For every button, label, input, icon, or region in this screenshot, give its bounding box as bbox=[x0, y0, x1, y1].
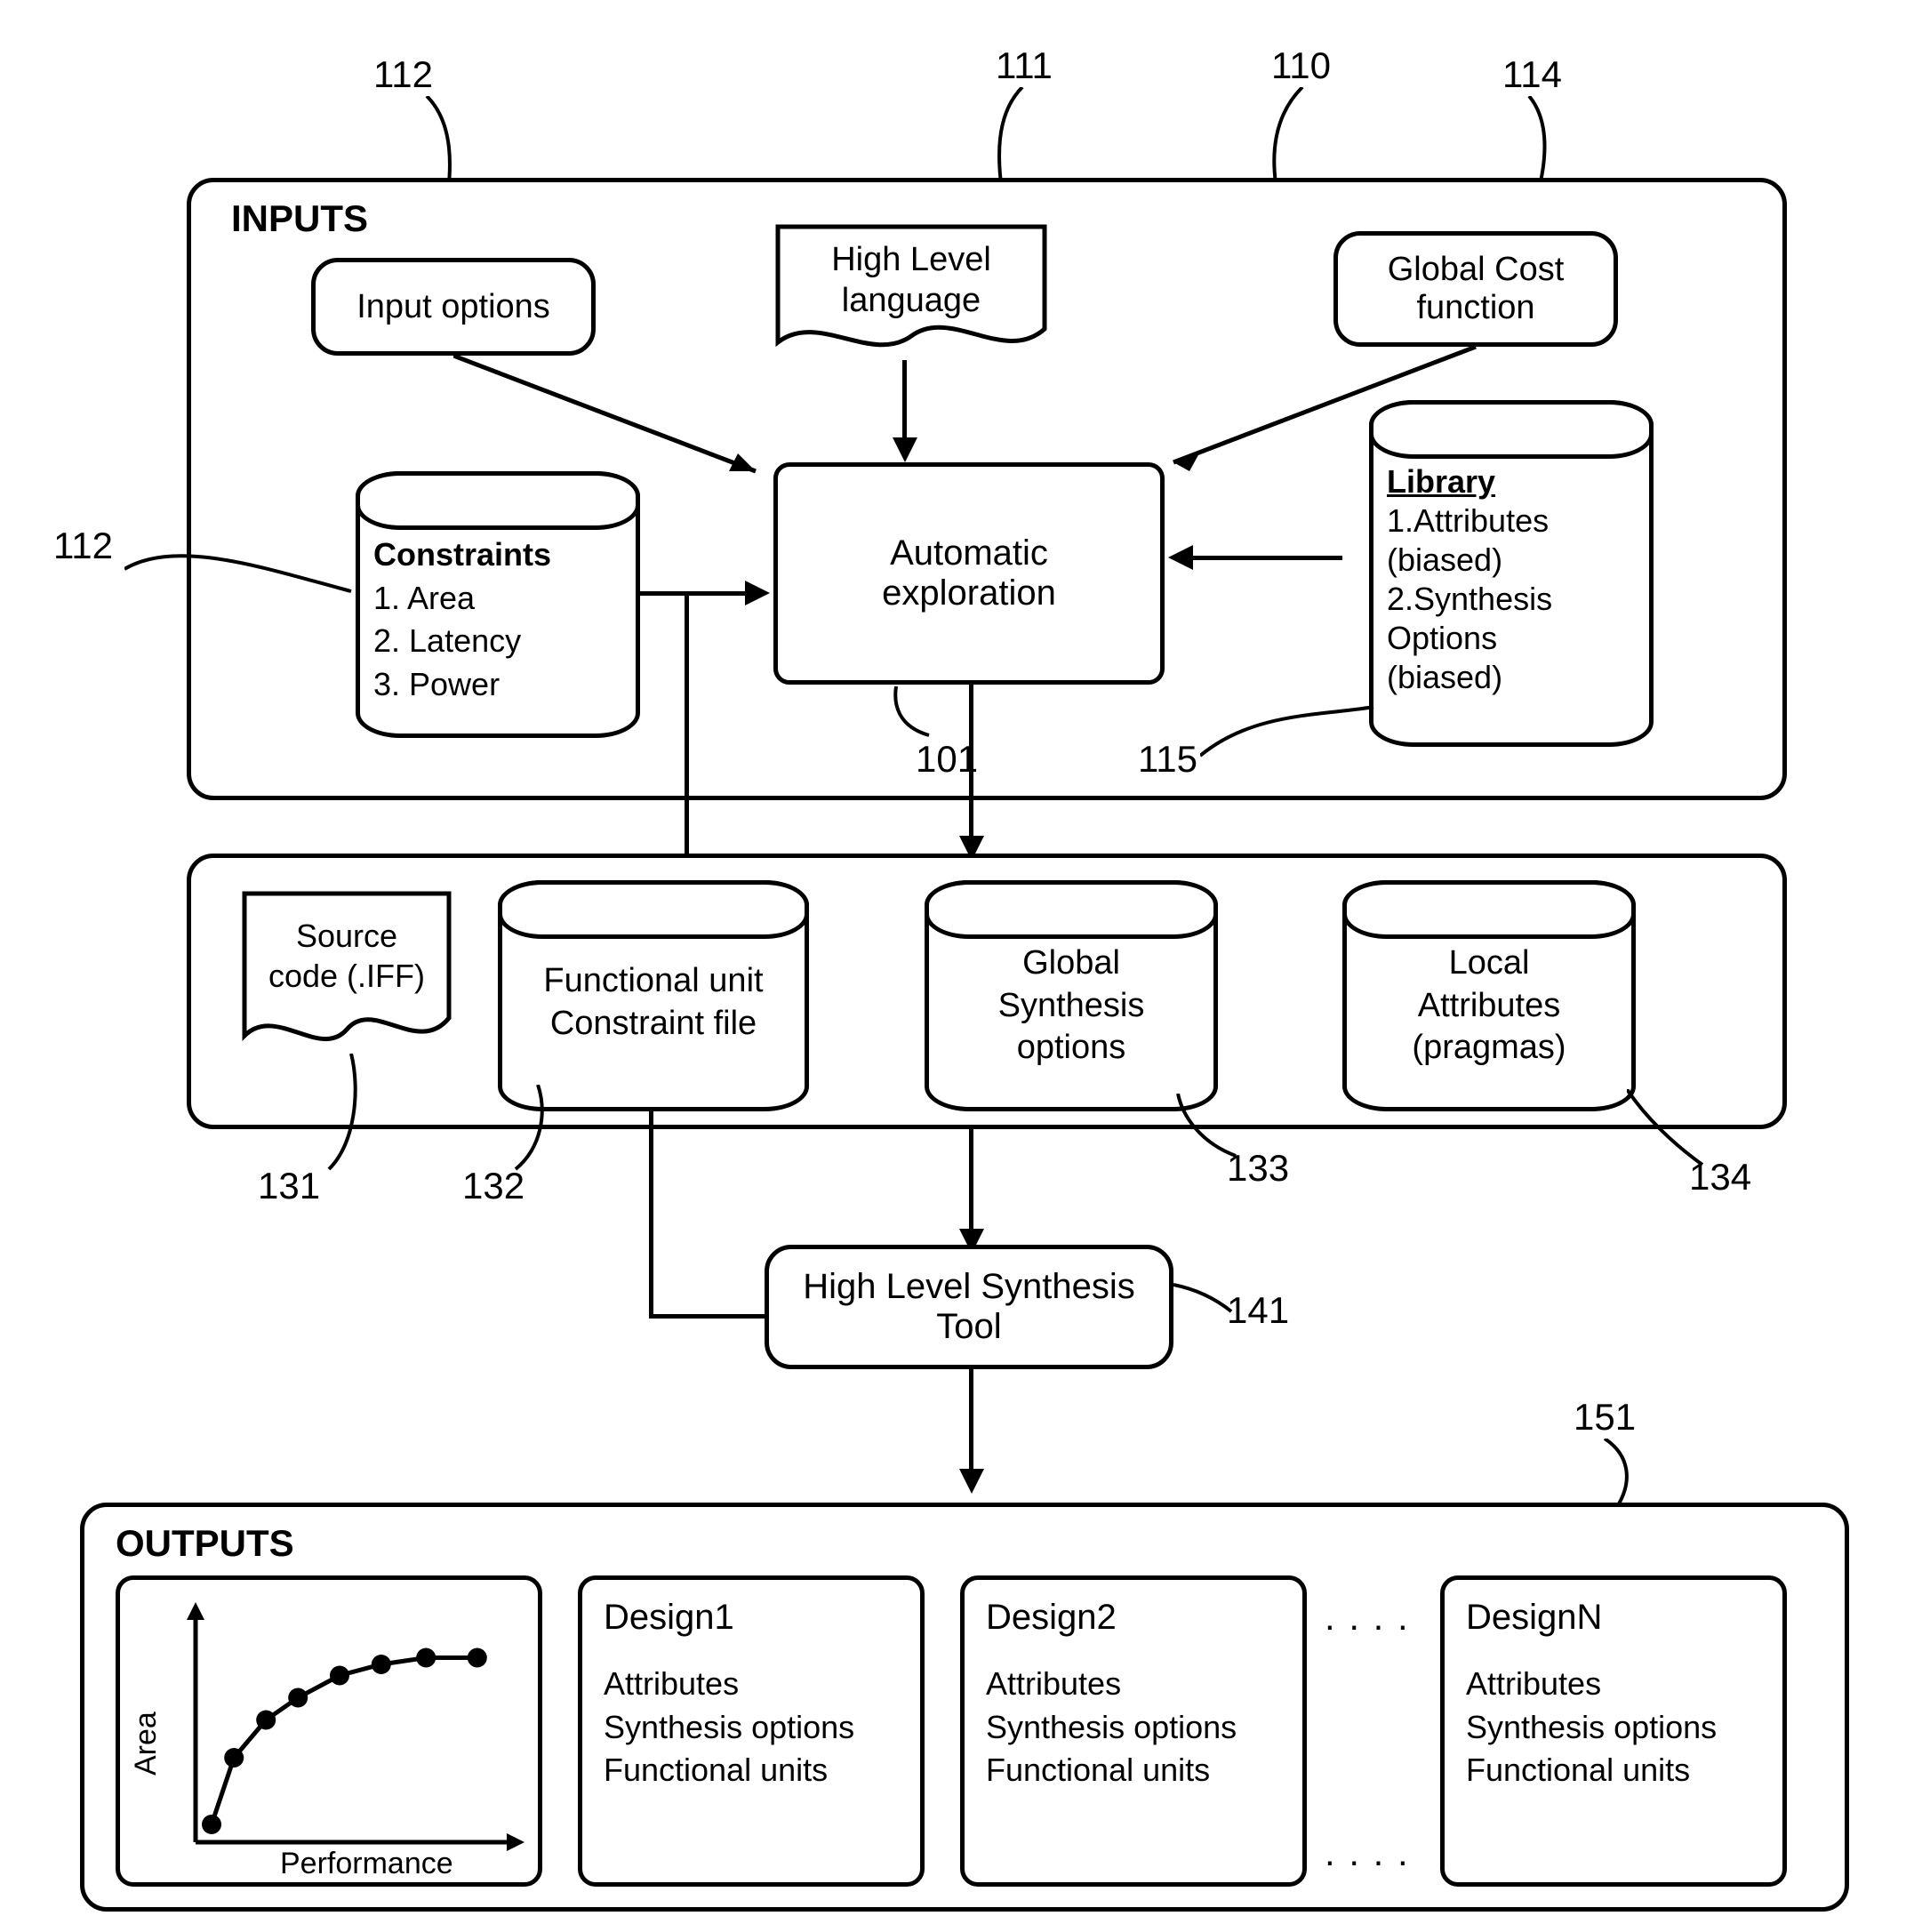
leader-141 bbox=[1173, 1280, 1236, 1325]
arrow-hls-out-head bbox=[959, 1469, 984, 1494]
ref-151: 151 bbox=[1574, 1396, 1636, 1439]
line-fu-down bbox=[649, 1111, 653, 1316]
library-content: Library 1.Attributes (biased) 2.Synthesi… bbox=[1387, 462, 1645, 696]
ref-115: 115 bbox=[1138, 738, 1197, 781]
chart-ylabel: Area bbox=[129, 1712, 164, 1776]
ref-111: 111 bbox=[996, 44, 1053, 87]
arrow-hls-out bbox=[969, 1369, 973, 1471]
design2-func: Functional units bbox=[986, 1749, 1281, 1792]
arrow-mid-hls bbox=[969, 1129, 973, 1231]
arrow-hll-auto bbox=[902, 360, 907, 440]
funcunit-label: Functional unit Constraint file bbox=[498, 960, 809, 1045]
constraints-content: Constraints 1. Area 2. Latency 3. Power bbox=[373, 533, 631, 706]
design1-func: Functional units bbox=[604, 1749, 899, 1792]
design1-box: Design1 Attributes Synthesis options Fun… bbox=[578, 1575, 925, 1887]
designN-synth: Synthesis options bbox=[1466, 1706, 1761, 1750]
global-cost-label: Global Cost function bbox=[1388, 251, 1565, 327]
library-2b: Options bbox=[1387, 619, 1645, 658]
chart-svg bbox=[124, 1584, 542, 1887]
lattr-label: Local Attributes (pragmas) bbox=[1342, 942, 1636, 1070]
leader-132 bbox=[511, 1085, 565, 1174]
ref-141: 141 bbox=[1227, 1289, 1289, 1332]
arrow-hll-auto-head bbox=[893, 437, 917, 462]
constraints-1: 1. Area bbox=[373, 577, 631, 621]
design2-synth: Synthesis options bbox=[986, 1706, 1281, 1750]
design1-synth: Synthesis options bbox=[604, 1706, 899, 1750]
arrow-inputopt-auto bbox=[453, 356, 800, 498]
source-label: Source code (.IFF) bbox=[258, 916, 436, 996]
dots-top: . . . . bbox=[1325, 1596, 1410, 1639]
hls-label: High Level Synthesis Tool bbox=[803, 1267, 1135, 1347]
arrow-auto-mid bbox=[969, 685, 973, 840]
leader-134 bbox=[1627, 1089, 1707, 1169]
design2-box: Design2 Attributes Synthesis options Fun… bbox=[960, 1575, 1307, 1887]
arrow-constr-auto bbox=[640, 591, 747, 596]
library-1b: (biased) bbox=[1387, 541, 1645, 580]
leader-115 bbox=[1200, 702, 1378, 765]
leader-112b bbox=[124, 542, 356, 613]
ref-112a: 112 bbox=[373, 53, 433, 96]
auto-explore-box: Automatic exploration bbox=[773, 462, 1165, 685]
arrow-constr-auto-head bbox=[745, 581, 770, 605]
hls-box: High Level Synthesis Tool bbox=[765, 1245, 1173, 1369]
leader-151 bbox=[1591, 1439, 1645, 1510]
hll-label: High Level language bbox=[796, 240, 1027, 321]
inputs-title: INPUTS bbox=[231, 197, 368, 240]
chart-xlabel: Performance bbox=[280, 1847, 453, 1881]
leader-101 bbox=[889, 686, 942, 749]
global-cost-box: Global Cost function bbox=[1333, 231, 1618, 347]
design1-attr: Attributes bbox=[604, 1663, 899, 1706]
library-1: 1.Attributes bbox=[1387, 501, 1645, 541]
chart-box: Area Performance bbox=[116, 1575, 542, 1887]
ref-114: 114 bbox=[1502, 53, 1562, 96]
library-2c: (biased) bbox=[1387, 658, 1645, 697]
outputs-title: OUTPUTS bbox=[116, 1522, 294, 1565]
dots-bottom: . . . . bbox=[1325, 1832, 1410, 1874]
ref-131: 131 bbox=[258, 1165, 320, 1207]
line-fu-right bbox=[649, 1314, 765, 1319]
auto-explore-label: Automatic exploration bbox=[882, 533, 1056, 613]
designN-func: Functional units bbox=[1466, 1749, 1761, 1792]
arrow-lib-auto-head bbox=[1168, 545, 1193, 570]
library-2: 2.Synthesis bbox=[1387, 580, 1645, 619]
designN-box: DesignN Attributes Synthesis options Fun… bbox=[1440, 1575, 1787, 1887]
design1-title: Design1 bbox=[604, 1598, 899, 1638]
leader-131 bbox=[320, 1054, 373, 1174]
constraints-title: Constraints bbox=[373, 533, 631, 577]
design2-title: Design2 bbox=[986, 1598, 1281, 1638]
ref-110: 110 bbox=[1271, 44, 1331, 87]
ref-112b: 112 bbox=[53, 525, 113, 567]
input-options-label: Input options bbox=[356, 288, 550, 326]
arrow-cost-auto bbox=[1138, 347, 1485, 489]
gsynth-label: Global Synthesis options bbox=[925, 942, 1218, 1070]
designN-title: DesignN bbox=[1466, 1598, 1761, 1638]
input-options-box: Input options bbox=[311, 258, 596, 356]
line-constr-down bbox=[685, 591, 689, 876]
designN-attr: Attributes bbox=[1466, 1663, 1761, 1706]
constraints-3: 3. Power bbox=[373, 663, 631, 707]
design2-attr: Attributes bbox=[986, 1663, 1281, 1706]
constraints-2: 2. Latency bbox=[373, 620, 631, 663]
arrow-lib-auto bbox=[1191, 556, 1342, 560]
leader-133 bbox=[1173, 1094, 1245, 1165]
